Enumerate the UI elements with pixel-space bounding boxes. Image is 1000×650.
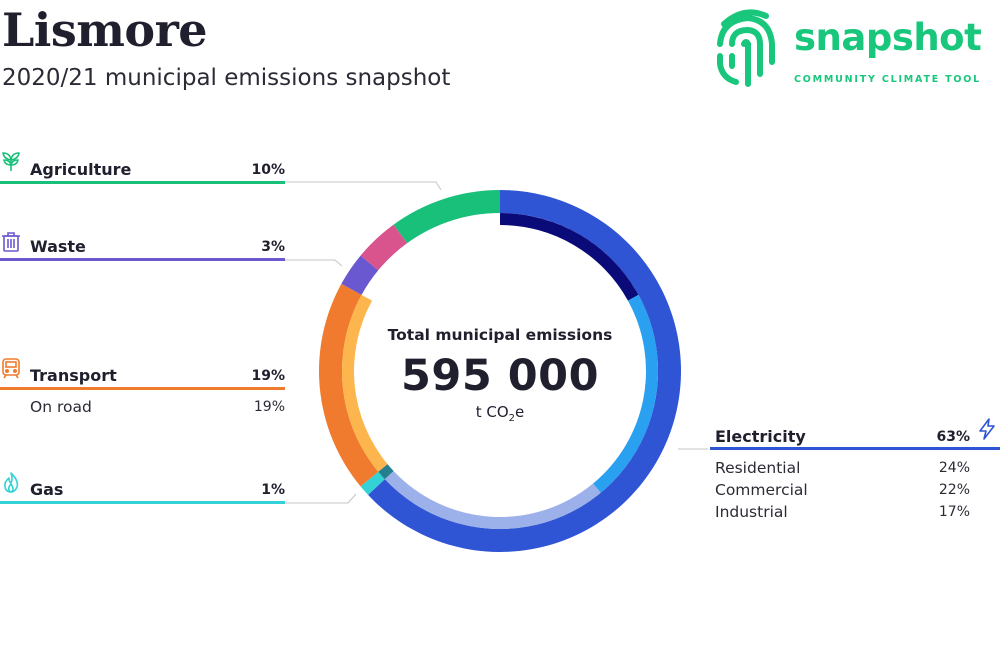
gas-connector	[285, 493, 357, 504]
on-road-percent: 19%	[253, 399, 285, 415]
electricity-percent: 63%	[936, 429, 970, 445]
plant-icon	[2, 152, 20, 171]
residential-subsegment	[384, 470, 601, 529]
agriculture-label: Agriculture	[30, 160, 132, 179]
flame-icon	[4, 472, 19, 493]
waste-segment	[341, 255, 379, 295]
lightning-icon	[979, 418, 995, 440]
residential-percent: 24%	[938, 460, 970, 476]
waste-percent: 3%	[261, 239, 285, 255]
gas-label: Gas	[30, 480, 64, 499]
logo-tagline: COMMUNITY CLIMATE TOOL	[794, 74, 982, 85]
on-road-subsegment	[342, 294, 388, 472]
transport-rule	[0, 387, 285, 390]
transport-label: Transport	[30, 366, 117, 385]
page-subtitle: 2020/21 municipal emissions snapshot	[2, 65, 451, 91]
agriculture-rule	[0, 181, 285, 184]
gas-subsegment	[378, 464, 394, 480]
gas-rule	[0, 501, 285, 504]
waste-connector	[285, 259, 343, 267]
snapshot-fingerprint-icon	[717, 9, 775, 87]
waste-rule	[0, 258, 285, 261]
page-title: Lismore	[2, 3, 208, 57]
residential-label: Residential	[715, 459, 801, 477]
electricity-segment	[368, 190, 681, 552]
commercial-label: Commercial	[715, 481, 808, 499]
industrial-percent: 17%	[938, 504, 970, 520]
industrial-subsegment	[500, 213, 639, 301]
waste-label: Waste	[30, 237, 86, 256]
gas-percent: 1%	[261, 482, 285, 498]
transport-segment	[319, 283, 379, 487]
snapshot-logo: snapshot COMMUNITY CLIMATE TOOL	[714, 4, 1000, 94]
logo-wordmark: snapshot	[794, 16, 982, 59]
agriculture-connector	[285, 181, 442, 191]
other-segment	[360, 224, 408, 271]
trash-can-icon	[2, 232, 20, 252]
industrial-label: Industrial	[715, 503, 788, 521]
gas-segment	[360, 471, 385, 495]
commercial-subsegment	[593, 294, 658, 493]
on-road-label: On road	[30, 398, 92, 416]
transport-percent: 19%	[251, 368, 285, 384]
total-emissions-label: Total municipal emissions	[387, 326, 613, 344]
agriculture-percent: 10%	[251, 162, 285, 178]
commercial-percent: 22%	[938, 482, 970, 498]
total-emissions-unit: t CO2e	[475, 403, 525, 424]
total-emissions-value: 595 000	[401, 351, 599, 401]
electricity-rule	[710, 447, 1000, 450]
agriculture-segment	[393, 190, 500, 244]
electricity-label: Electricity	[715, 427, 806, 446]
train-icon	[2, 358, 20, 379]
